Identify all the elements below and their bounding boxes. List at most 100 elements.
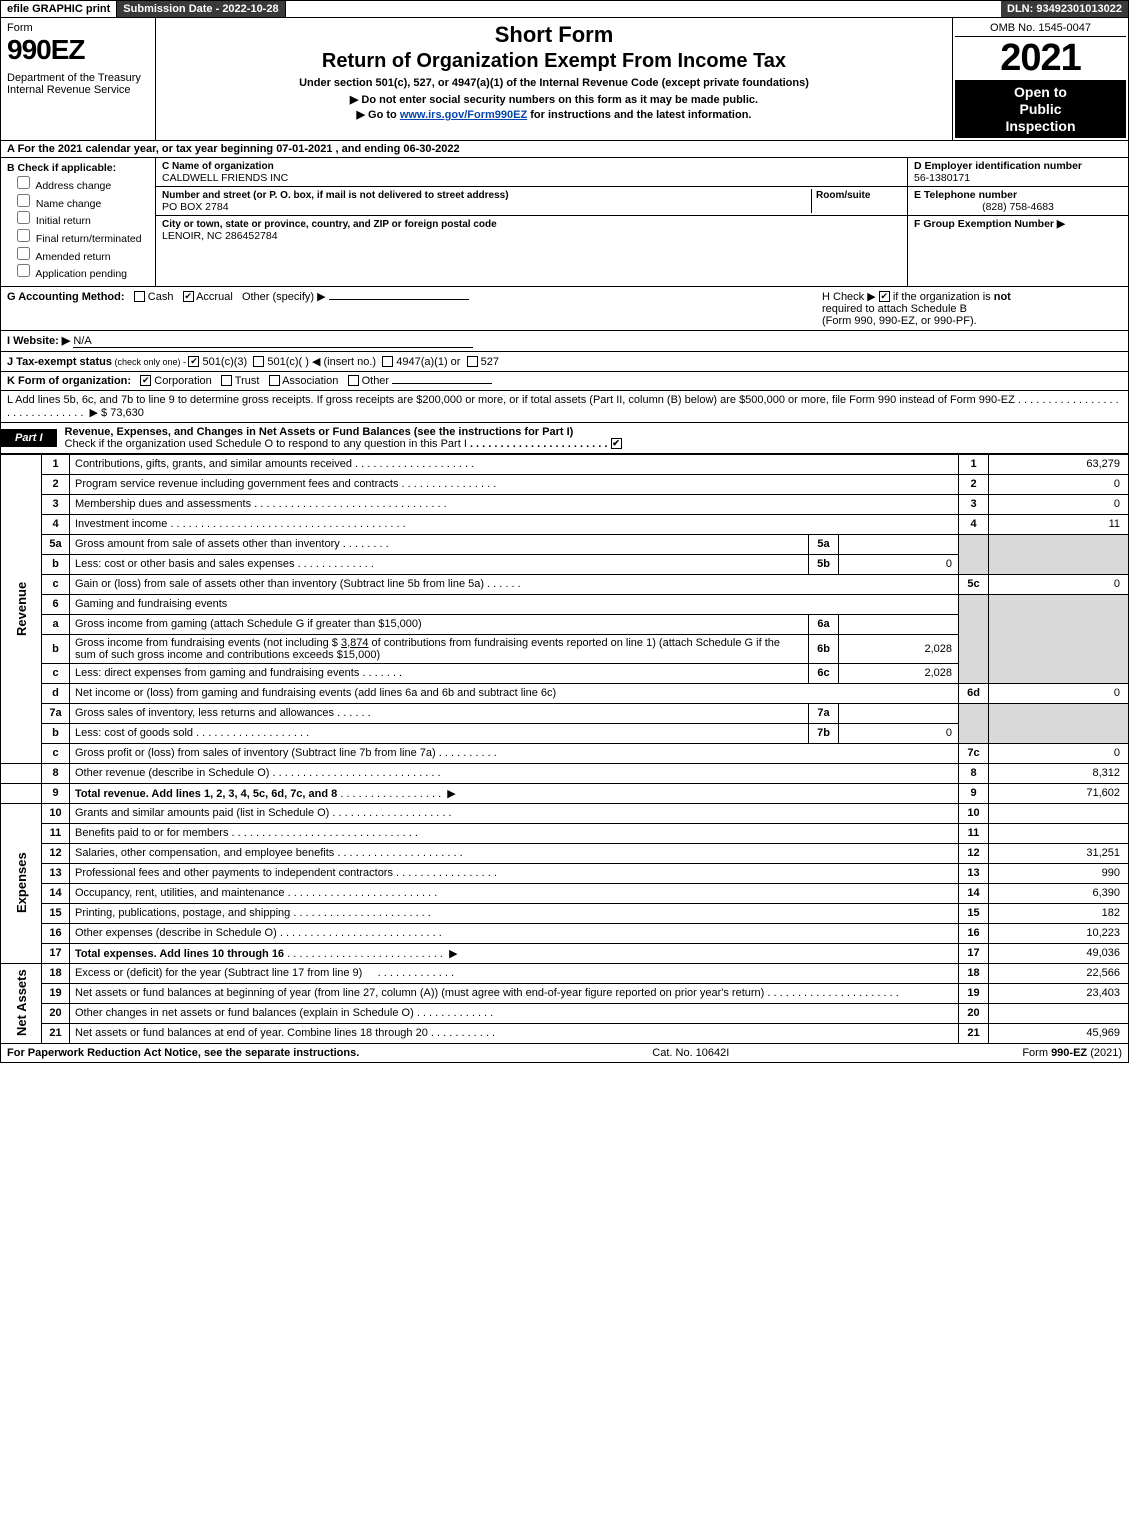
e-phone-value: (828) 758-4683 xyxy=(914,201,1122,213)
val-6b: 2,028 xyxy=(839,634,959,663)
website-value: N/A xyxy=(73,335,473,348)
chk-other-org[interactable] xyxy=(348,375,359,386)
val-7c: 0 xyxy=(989,743,1129,763)
note-no-ssn: ▶ Do not enter social security numbers o… xyxy=(162,93,946,106)
col-b-title: B Check if applicable: xyxy=(7,162,149,176)
line-h: H Check ▶ if the organization is not req… xyxy=(822,290,1122,327)
irs-label: Internal Revenue Service xyxy=(7,84,149,96)
chk-application-pending[interactable]: Application pending xyxy=(17,264,149,282)
val-12: 31,251 xyxy=(989,843,1129,863)
city-value: LENOIR, NC 286452784 xyxy=(162,230,278,242)
chk-4947[interactable] xyxy=(382,356,393,367)
footer-left: For Paperwork Reduction Act Notice, see … xyxy=(7,1047,359,1059)
form-word: Form xyxy=(7,22,149,34)
val-5c: 0 xyxy=(989,574,1129,594)
side-label-expenses: Expenses xyxy=(1,803,42,963)
line-l: L Add lines 5b, 6c, and 7b to line 9 to … xyxy=(0,391,1129,423)
d-ein-label: D Employer identification number xyxy=(914,160,1082,172)
val-6d: 0 xyxy=(989,683,1129,703)
side-label-netassets: Net Assets xyxy=(1,963,42,1043)
val-19: 23,403 xyxy=(989,983,1129,1003)
val-6c: 2,028 xyxy=(839,663,959,683)
line-g: G Accounting Method: Cash Accrual Other … xyxy=(7,290,822,327)
c-name-label: C Name of organization xyxy=(162,161,274,172)
chk-initial-return[interactable]: Initial return xyxy=(17,211,149,229)
efile-print-label[interactable]: efile GRAPHIC print xyxy=(1,1,117,17)
street-value: PO BOX 2784 xyxy=(162,201,229,213)
title-short-form: Short Form xyxy=(162,22,946,48)
val-16: 10,223 xyxy=(989,923,1129,943)
irs-link[interactable]: www.irs.gov/Form990EZ xyxy=(400,109,527,121)
subtitle-section: Under section 501(c), 527, or 4947(a)(1)… xyxy=(162,77,946,89)
chk-h[interactable] xyxy=(879,291,890,302)
val-20 xyxy=(989,1003,1129,1023)
chk-address-change[interactable]: Address change xyxy=(17,176,149,194)
title-return: Return of Organization Exempt From Incom… xyxy=(162,50,946,73)
val-10 xyxy=(989,803,1129,823)
line-k: K Form of organization: Corporation Trus… xyxy=(0,372,1129,391)
chk-schedule-o[interactable] xyxy=(611,438,622,449)
val-6a xyxy=(839,614,959,634)
form-header: Form 990EZ Department of the Treasury In… xyxy=(0,18,1129,141)
city-label: City or town, state or province, country… xyxy=(162,219,497,230)
footer-right: Form 990-EZ (2021) xyxy=(1022,1047,1122,1059)
dept-treasury: Department of the Treasury xyxy=(7,72,149,84)
gross-receipts: $ 73,630 xyxy=(101,407,144,419)
omb-number: OMB No. 1545-0047 xyxy=(955,20,1126,37)
chk-amended-return[interactable]: Amended return xyxy=(17,247,149,265)
footer-catno: Cat. No. 10642I xyxy=(652,1047,729,1059)
col-b-checkboxes: B Check if applicable: Address change Na… xyxy=(1,158,156,285)
e-phone-label: E Telephone number xyxy=(914,189,1017,201)
chk-name-change[interactable]: Name change xyxy=(17,194,149,212)
val-4: 11 xyxy=(989,514,1129,534)
chk-501c3[interactable] xyxy=(188,356,199,367)
val-7b: 0 xyxy=(839,723,959,743)
form-id-block: Form 990EZ Department of the Treasury In… xyxy=(1,18,156,140)
street-label: Number and street (or P. O. box, if mail… xyxy=(162,190,509,201)
val-11 xyxy=(989,823,1129,843)
part1-title: Revenue, Expenses, and Changes in Net As… xyxy=(57,423,630,453)
side-label-revenue: Revenue xyxy=(1,454,42,763)
col-c-org-info: C Name of organization CALDWELL FRIENDS … xyxy=(156,158,908,285)
page-footer: For Paperwork Reduction Act Notice, see … xyxy=(0,1044,1129,1063)
identity-block: B Check if applicable: Address change Na… xyxy=(0,158,1129,286)
chk-527[interactable] xyxy=(467,356,478,367)
chk-accrual[interactable] xyxy=(183,291,194,302)
col-def: D Employer identification number 56-1380… xyxy=(908,158,1128,285)
val-5b: 0 xyxy=(839,554,959,574)
val-8: 8,312 xyxy=(989,763,1129,783)
val-15: 182 xyxy=(989,903,1129,923)
line-g-h: G Accounting Method: Cash Accrual Other … xyxy=(0,287,1129,331)
part1-header: Part I Revenue, Expenses, and Changes in… xyxy=(0,423,1129,454)
val-21: 45,969 xyxy=(989,1023,1129,1043)
val-18: 22,566 xyxy=(989,963,1129,983)
val-7a xyxy=(839,703,959,723)
year-block: OMB No. 1545-0047 2021 Open to Public In… xyxy=(953,18,1128,140)
d-ein-value: 56-1380171 xyxy=(914,172,970,184)
chk-association[interactable] xyxy=(269,375,280,386)
part1-label: Part I xyxy=(1,429,57,447)
val-5a xyxy=(839,534,959,554)
f-group-exemption: F Group Exemption Number ▶ xyxy=(914,218,1065,230)
val-2: 0 xyxy=(989,474,1129,494)
form-title-block: Short Form Return of Organization Exempt… xyxy=(156,18,953,140)
val-17: 49,036 xyxy=(989,943,1129,963)
val-1: 63,279 xyxy=(989,454,1129,474)
top-bar: efile GRAPHIC print Submission Date - 20… xyxy=(0,0,1129,18)
chk-final-return[interactable]: Final return/terminated xyxy=(17,229,149,247)
chk-corporation[interactable] xyxy=(140,375,151,386)
val-9: 71,602 xyxy=(989,783,1129,803)
room-suite-label: Room/suite xyxy=(816,190,870,201)
chk-501c[interactable] xyxy=(253,356,264,367)
form-number: 990EZ xyxy=(7,34,149,66)
chk-trust[interactable] xyxy=(221,375,232,386)
submission-date: Submission Date - 2022-10-28 xyxy=(117,1,285,17)
val-6b-contrib: 3,874 xyxy=(341,637,369,649)
line-j: J Tax-exempt status (check only one) - 5… xyxy=(0,352,1129,372)
chk-cash[interactable] xyxy=(134,291,145,302)
tax-year: 2021 xyxy=(955,37,1126,80)
line-a-tax-year: A For the 2021 calendar year, or tax yea… xyxy=(0,141,1129,158)
org-name: CALDWELL FRIENDS INC xyxy=(162,172,288,184)
dln: DLN: 93492301013022 xyxy=(1001,1,1128,17)
val-14: 6,390 xyxy=(989,883,1129,903)
